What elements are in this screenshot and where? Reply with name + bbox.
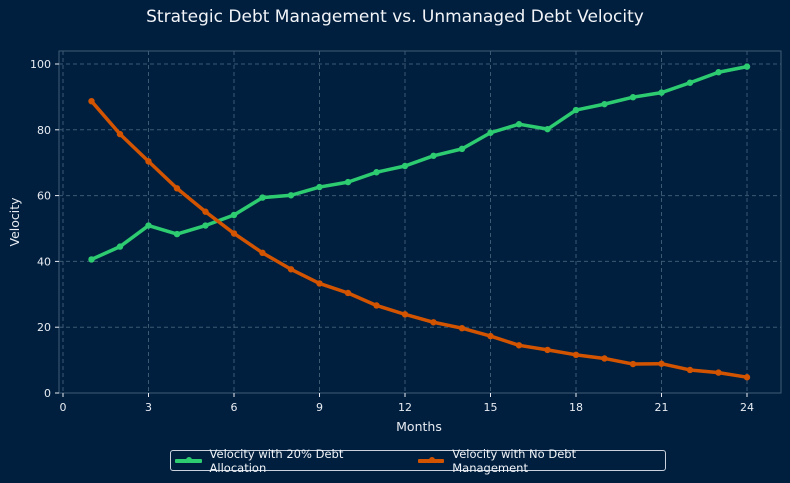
data-point xyxy=(743,374,751,381)
data-point xyxy=(629,94,637,101)
data-series xyxy=(88,63,751,381)
y-axis-label: Velocity xyxy=(7,197,22,247)
data-point xyxy=(401,311,409,318)
orange-line-marker-icon xyxy=(417,456,445,463)
data-point xyxy=(373,302,380,309)
x-tick-label: 15 xyxy=(484,401,498,414)
data-point xyxy=(116,243,124,250)
y-tick-label: 0 xyxy=(44,387,51,400)
y-tick-label: 100 xyxy=(30,58,51,71)
y-tick-label: 40 xyxy=(37,255,51,268)
axis-ticks: 0 3 6 9 12 15 18 21 24 0 20 40 60 80 100 xyxy=(30,58,754,414)
data-point xyxy=(259,249,266,257)
data-point xyxy=(658,360,665,367)
data-point xyxy=(202,208,209,215)
data-point xyxy=(344,178,352,186)
data-point xyxy=(572,351,580,359)
x-tick-label: 21 xyxy=(655,401,669,414)
data-point xyxy=(401,162,409,170)
x-tick-label: 0 xyxy=(60,401,67,414)
legend-item-debt-allocation[interactable]: Velocity with 20% Debt Allocation xyxy=(175,447,394,475)
y-tick-label: 80 xyxy=(37,124,51,137)
data-point xyxy=(458,145,466,153)
data-point xyxy=(230,230,238,237)
data-point xyxy=(230,211,238,219)
data-point xyxy=(487,129,494,136)
data-point xyxy=(601,100,608,108)
no-debt-management-line xyxy=(89,99,749,379)
x-tick-label: 3 xyxy=(145,401,152,414)
legend-label: Velocity with 20% Debt Allocation xyxy=(209,446,344,475)
data-point xyxy=(173,230,181,238)
data-point xyxy=(715,69,722,76)
data-point xyxy=(145,158,152,165)
data-point xyxy=(515,121,523,128)
data-point xyxy=(145,222,152,229)
legend-label: Velocity with No Debt Management xyxy=(452,446,577,475)
data-point xyxy=(430,319,437,326)
data-point xyxy=(316,280,323,287)
legend-item-no-debt-management[interactable]: Velocity with No Debt Management xyxy=(417,446,645,475)
y-tick-label: 20 xyxy=(37,321,51,334)
data-point xyxy=(658,89,665,96)
x-tick-label: 6 xyxy=(231,401,238,414)
data-point xyxy=(515,342,523,349)
grid-lines xyxy=(59,51,781,394)
data-point xyxy=(629,360,637,368)
y-tick-label: 60 xyxy=(37,190,51,203)
data-point xyxy=(287,266,295,273)
data-point xyxy=(686,79,694,86)
x-tick-label: 12 xyxy=(398,401,412,414)
chart-title: Strategic Debt Management vs. Unmanaged … xyxy=(146,7,644,27)
x-axis-label: Months xyxy=(396,419,442,434)
data-point xyxy=(601,355,608,362)
data-point xyxy=(715,369,722,376)
data-point xyxy=(572,106,580,114)
data-point xyxy=(202,222,209,229)
data-point xyxy=(373,169,380,176)
data-point xyxy=(88,97,95,105)
plot-frame xyxy=(58,50,782,394)
data-point xyxy=(487,332,494,340)
data-point xyxy=(743,63,751,70)
data-point xyxy=(458,324,466,332)
data-point xyxy=(88,256,95,263)
data-point xyxy=(430,152,437,159)
x-tick-label: 24 xyxy=(740,401,754,414)
data-point xyxy=(173,185,181,192)
data-point xyxy=(259,194,266,201)
data-point xyxy=(686,366,694,374)
x-tick-label: 9 xyxy=(316,401,323,414)
data-point xyxy=(316,183,323,191)
debt-allocation-line xyxy=(89,64,749,262)
data-point xyxy=(344,289,352,297)
x-tick-label: 18 xyxy=(569,401,583,414)
data-point xyxy=(287,192,295,199)
green-line-marker-icon xyxy=(175,456,202,463)
data-point xyxy=(544,125,551,133)
data-point xyxy=(544,346,551,354)
data-point xyxy=(116,130,124,138)
chart-legend: Velocity with 20% Debt Allocation Veloci… xyxy=(170,447,666,475)
